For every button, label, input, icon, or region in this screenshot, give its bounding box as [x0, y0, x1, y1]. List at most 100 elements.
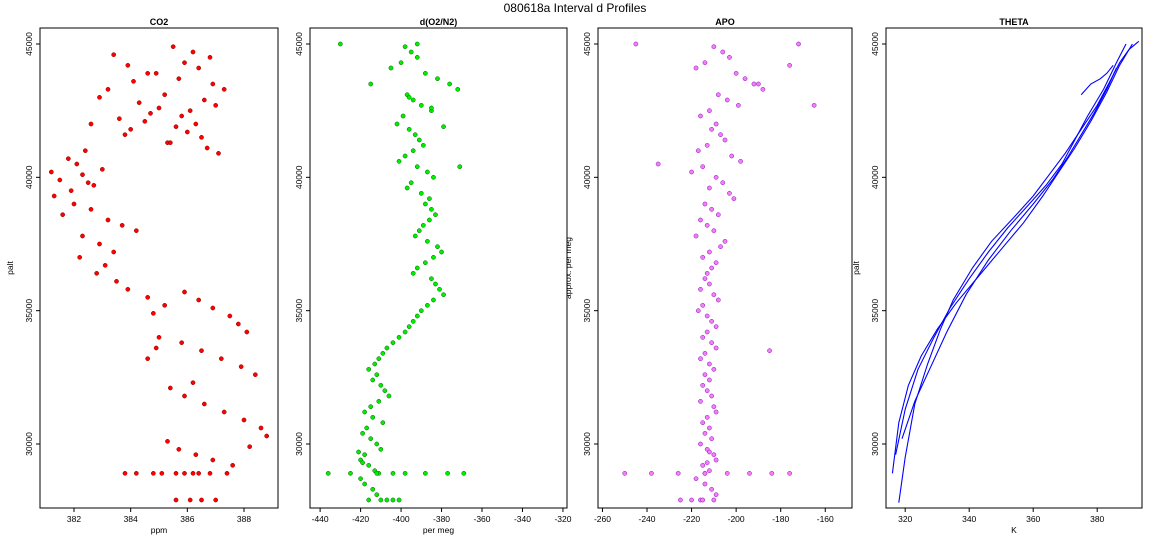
data-point — [425, 238, 430, 244]
data-point — [184, 129, 190, 135]
data-point — [702, 481, 708, 487]
data-point — [153, 70, 159, 76]
data-point — [408, 180, 414, 186]
data-point — [414, 41, 420, 47]
data-point — [380, 420, 386, 426]
data-point — [410, 270, 416, 276]
data-point — [167, 140, 173, 146]
data-point — [338, 41, 343, 47]
data-point — [427, 217, 432, 223]
data-point — [704, 142, 710, 148]
data-point — [655, 161, 661, 167]
data-point — [372, 361, 378, 367]
data-point — [718, 132, 723, 138]
data-point — [406, 126, 412, 132]
data-point — [378, 446, 384, 452]
data-point — [720, 49, 726, 55]
data-point — [366, 366, 372, 372]
data-point — [733, 70, 739, 76]
data-point — [238, 364, 244, 370]
data-point — [193, 121, 199, 127]
data-point — [435, 244, 440, 250]
data-point — [128, 126, 134, 132]
data-point — [142, 118, 148, 124]
data-point — [210, 305, 216, 311]
data-point — [698, 441, 703, 447]
data-point — [210, 81, 216, 87]
data-point — [711, 497, 717, 503]
data-point — [111, 249, 117, 255]
data-point — [713, 174, 719, 180]
data-point — [402, 329, 408, 335]
data-point — [447, 81, 452, 87]
data-point — [173, 124, 179, 130]
data-point — [388, 65, 394, 71]
data-point — [796, 41, 801, 47]
data-point — [68, 188, 74, 194]
data-point — [704, 329, 710, 335]
data-point — [94, 270, 100, 276]
data-point — [689, 497, 694, 503]
data-point — [48, 169, 54, 175]
data-point — [252, 372, 258, 378]
y-tick-label: 35000 — [582, 299, 592, 323]
data-point — [767, 348, 772, 354]
data-point — [678, 497, 683, 503]
y-tick-label: 30000 — [582, 432, 592, 456]
x-tick-label: -400 — [393, 514, 410, 524]
data-point — [145, 294, 151, 300]
data-point — [380, 350, 386, 356]
data-point — [384, 497, 390, 503]
data-point — [358, 476, 363, 482]
data-point — [227, 313, 233, 319]
data-point — [173, 470, 179, 476]
data-point — [698, 217, 703, 223]
data-point — [698, 356, 703, 362]
data-point — [71, 201, 77, 207]
data-point — [707, 425, 712, 431]
data-point — [85, 180, 91, 186]
profile-line — [901, 67, 1117, 439]
data-point — [715, 92, 721, 98]
data-point — [382, 388, 388, 394]
data-point — [422, 470, 428, 476]
x-tick-label: -340 — [514, 514, 531, 524]
x-tick-label: -420 — [352, 514, 369, 524]
data-point — [97, 241, 102, 247]
data-point — [235, 321, 241, 327]
data-point — [414, 54, 420, 60]
data-point — [414, 265, 420, 271]
data-point — [429, 276, 434, 282]
data-point — [425, 169, 430, 175]
data-point — [378, 497, 384, 503]
data-point — [133, 470, 139, 476]
data-point — [433, 212, 438, 218]
data-point — [376, 398, 382, 404]
data-point — [431, 254, 436, 260]
data-point — [221, 409, 227, 415]
data-point — [702, 60, 708, 66]
data-point — [370, 414, 376, 420]
data-point — [700, 462, 706, 468]
x-tick-label: 384 — [124, 514, 138, 524]
data-point — [204, 145, 210, 151]
data-point — [700, 497, 706, 503]
data-point — [264, 433, 270, 439]
data-point — [707, 281, 712, 287]
y-tick-label: 45000 — [24, 32, 34, 56]
data-point — [429, 206, 434, 212]
data-point — [122, 132, 128, 138]
data-point — [362, 481, 367, 487]
data-point — [707, 468, 712, 474]
data-point — [711, 452, 717, 458]
data-point — [649, 470, 654, 476]
data-point — [390, 340, 396, 346]
y-tick-label: 45000 — [582, 32, 592, 56]
x-tick-label: -260 — [594, 514, 611, 524]
data-point — [689, 169, 694, 175]
data-point — [420, 142, 426, 148]
data-point — [695, 148, 701, 154]
data-point — [402, 153, 408, 159]
data-point — [368, 404, 374, 410]
